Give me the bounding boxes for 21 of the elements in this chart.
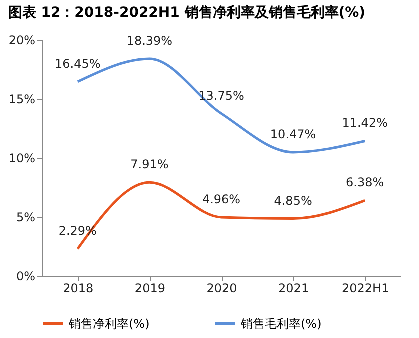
chart-title: 图表 12：2018-2022H1 销售净利率及销售毛利率(%) xyxy=(8,4,366,21)
data-label: 18.39% xyxy=(126,34,173,48)
data-label: 16.45% xyxy=(55,56,101,71)
data-label: 10.47% xyxy=(270,127,316,142)
x-tick-label: 2019 xyxy=(134,282,166,296)
y-tick-label: 5% xyxy=(16,210,36,224)
data-label: 4.96% xyxy=(202,192,241,206)
data-label: 4.85% xyxy=(274,194,312,208)
x-tick-label: 2022H1 xyxy=(342,282,390,296)
y-tick-label: 20% xyxy=(8,34,36,48)
x-tick-label: 2018 xyxy=(63,282,94,296)
legend-label: 销售净利率(%) xyxy=(68,316,150,331)
legend-label: 销售毛利率(%) xyxy=(240,316,322,331)
y-tick-label: 15% xyxy=(8,92,36,106)
x-tick-label: 2021 xyxy=(278,282,310,296)
y-tick-label: 10% xyxy=(8,152,36,166)
x-tick-label: 2020 xyxy=(206,282,238,296)
y-tick-label: 0% xyxy=(16,270,36,284)
data-label: 6.38% xyxy=(346,176,384,190)
data-label: 7.91% xyxy=(130,158,169,172)
data-label: 11.42% xyxy=(342,116,388,130)
